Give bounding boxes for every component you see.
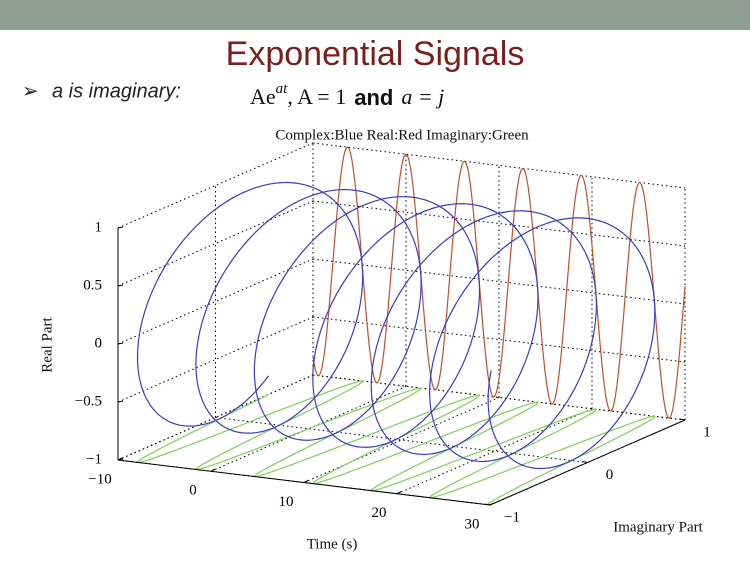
- y-tick-label: 1: [703, 424, 711, 440]
- bullet-text: a is imaginary:: [52, 80, 181, 102]
- z-axis-label: Real Part: [39, 316, 55, 372]
- formula-joiner: and: [354, 85, 393, 110]
- x-tick-label: −10: [88, 471, 111, 487]
- bullet-marker: ➢: [22, 80, 39, 102]
- x-tick-label: 0: [189, 483, 197, 499]
- formula-exponent: at: [276, 81, 289, 97]
- y-tick: [582, 461, 588, 463]
- grid-line: [303, 397, 500, 483]
- z-tick: [117, 284, 124, 287]
- y-tick: [679, 418, 686, 421]
- x-tick-label: 30: [465, 516, 480, 532]
- z-tick-label: −1: [86, 451, 102, 467]
- z-tick-label: −0.5: [75, 393, 102, 409]
- z-tick: [117, 458, 124, 461]
- x-tick: [303, 480, 309, 483]
- formula-base: Ae: [250, 84, 276, 109]
- formula-condition: a = j: [401, 84, 444, 109]
- x-tick-label: 20: [372, 505, 387, 521]
- y-tick: [484, 503, 491, 506]
- real-curve: [312, 146, 686, 419]
- z-tick: [117, 342, 124, 345]
- plot-title: Complex:Blue Real:Red Imaginary:Green: [275, 127, 529, 143]
- x-tick-label: 10: [279, 494, 294, 510]
- formula: Aeat, A = 1 and a = j: [250, 81, 444, 109]
- y-tick-label: 0: [606, 467, 614, 483]
- x-tick: [210, 468, 216, 472]
- x-tick: [489, 502, 495, 506]
- z-tick-label: 0.5: [83, 277, 102, 293]
- z-tick: [117, 226, 124, 229]
- slide-title: Exponential Signals: [226, 35, 525, 73]
- x-tick: [396, 491, 402, 495]
- z-tick-label: 0: [95, 335, 103, 351]
- y-tick-label: −1: [504, 509, 520, 525]
- top-bar: [0, 0, 750, 30]
- x-axis-label: Time (s): [307, 536, 358, 552]
- imaginary-curve: [136, 380, 656, 506]
- complex-curve: [136, 181, 656, 470]
- formula-amplitude: , A = 1: [287, 84, 346, 109]
- z-tick-label: 1: [95, 219, 103, 235]
- grid-line: [396, 408, 593, 495]
- z-tick: [117, 400, 124, 403]
- y-axis-label: Imaginary Part: [613, 519, 703, 535]
